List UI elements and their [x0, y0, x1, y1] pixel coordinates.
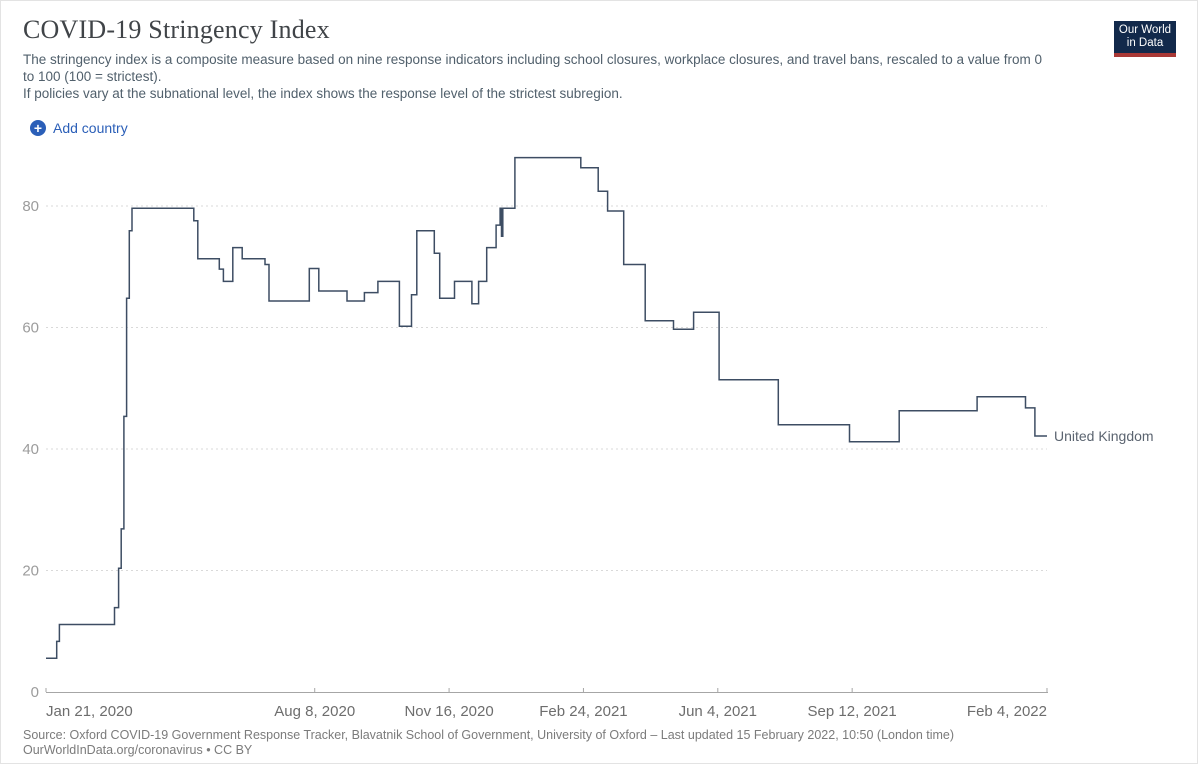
- x-axis-label-jun-4-2021: Jun 4, 2021: [679, 703, 757, 720]
- x-axis-label-jan-21-2020: Jan 21, 2020: [46, 703, 133, 720]
- license-link[interactable]: CC BY: [214, 742, 253, 757]
- plus-circle-icon: +: [30, 120, 46, 136]
- x-axis-label-feb-24-2021: Feb 24, 2021: [539, 703, 627, 720]
- x-axis-label-feb-4-2022: Feb 4, 2022: [967, 703, 1047, 720]
- y-axis-label-40: 40: [22, 441, 39, 458]
- page-title: COVID-19 Stringency Index: [23, 15, 330, 44]
- x-axis-label-aug-8-2020: Aug 8, 2020: [274, 703, 355, 720]
- add-country-label: Add country: [53, 120, 128, 136]
- y-axis-label-20: 20: [22, 562, 39, 579]
- owid-logo-line1: Our World: [1118, 24, 1172, 36]
- chart-subtitle-line1: The stringency index is a composite meas…: [23, 52, 1043, 84]
- owid-logo-line2: in Data: [1126, 37, 1164, 49]
- y-axis-label-80: 80: [22, 198, 39, 215]
- source-line: Source: Oxford COVID-19 Government Respo…: [23, 728, 955, 742]
- x-axis-label-sep-12-2021: Sep 12, 2021: [808, 703, 897, 720]
- y-axis-label-60: 60: [22, 319, 39, 336]
- add-country-button[interactable]: + Add country: [26, 118, 132, 138]
- x-axis-label-nov-16-2020: Nov 16, 2020: [404, 703, 493, 720]
- y-axis-label-0: 0: [31, 684, 39, 701]
- footer-separator: •: [202, 742, 215, 757]
- chart-footer: Source: Oxford COVID-19 Government Respo…: [23, 728, 1123, 757]
- chart-subtitle-line2: If policies vary at the subnational leve…: [23, 86, 623, 101]
- owid-url-link[interactable]: OurWorldInData.org/coronavirus: [23, 742, 203, 757]
- series-label-united-kingdom[interactable]: United Kingdom: [1054, 428, 1154, 444]
- owid-logo-red-bar: [1114, 53, 1176, 57]
- owid-logo[interactable]: Our World in Data: [1114, 21, 1176, 57]
- series-line-united-kingdom[interactable]: [46, 156, 1047, 659]
- chart-header: COVID-19 Stringency Index The stringency…: [23, 15, 1083, 102]
